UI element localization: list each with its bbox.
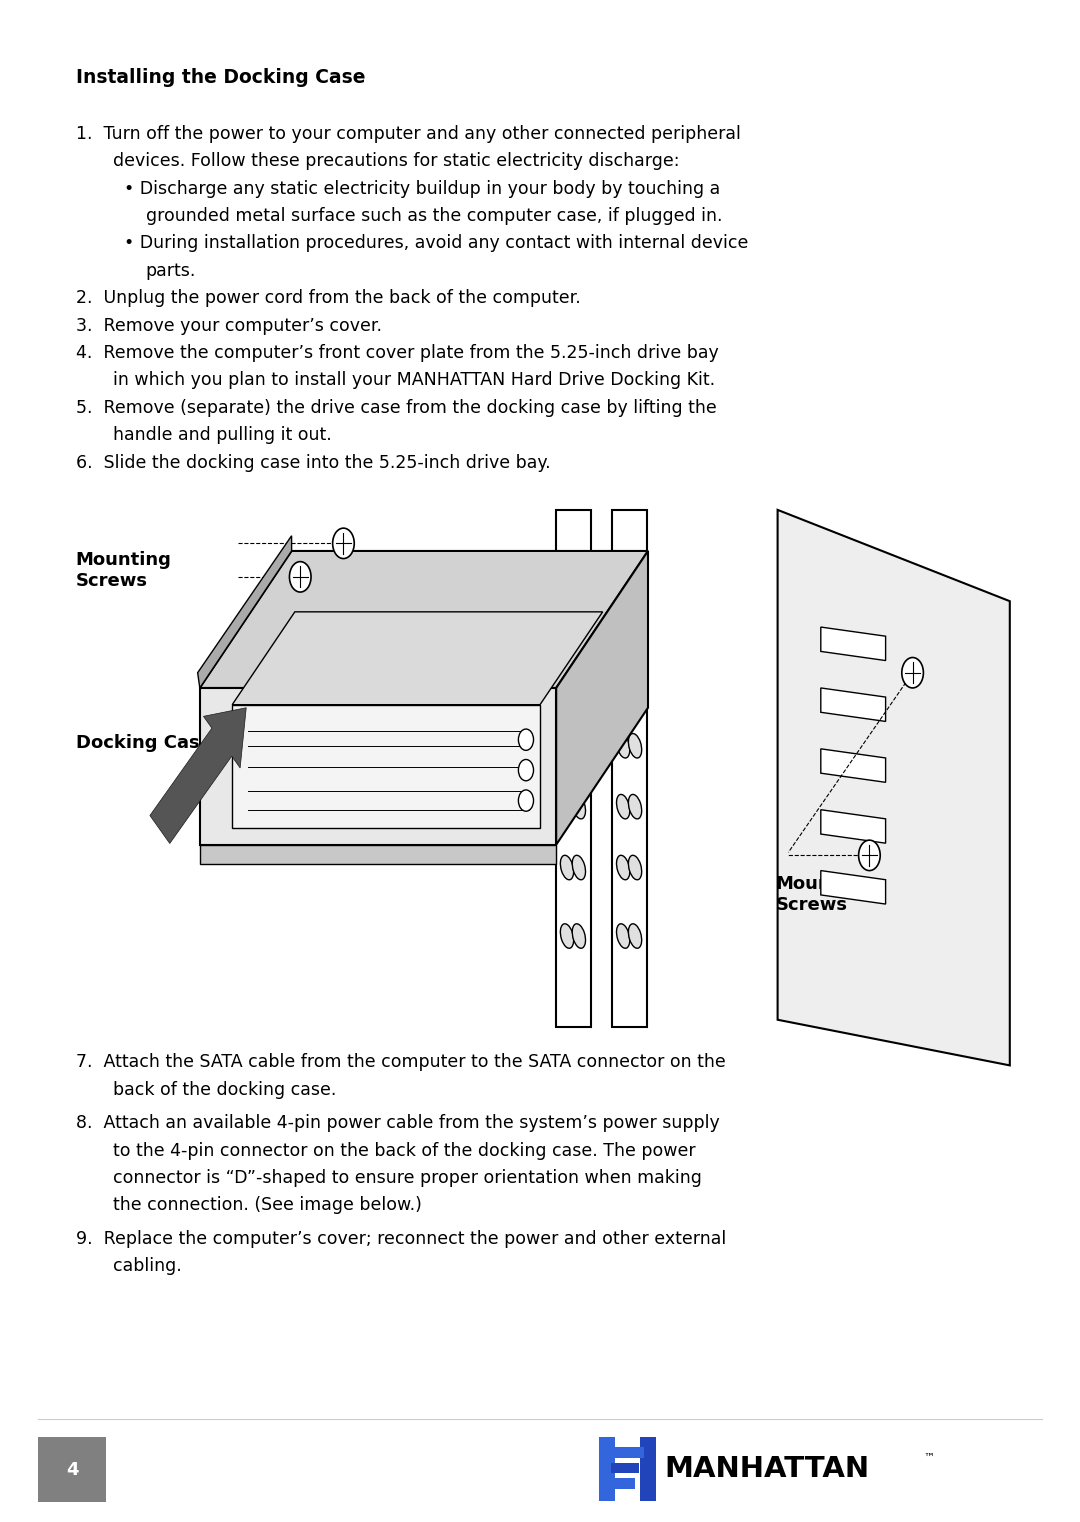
Ellipse shape [629,855,642,880]
Ellipse shape [572,794,585,819]
Text: • During installation procedures, avoid any contact with internal device: • During installation procedures, avoid … [124,234,748,253]
Text: Installing the Docking Case: Installing the Docking Case [76,68,365,87]
Polygon shape [200,688,556,845]
Text: parts.: parts. [146,262,197,280]
Ellipse shape [572,924,585,948]
Ellipse shape [617,794,630,819]
Polygon shape [556,551,648,845]
Text: connector is “D”-shaped to ensure proper orientation when making: connector is “D”-shaped to ensure proper… [113,1169,702,1187]
Text: handle and pulling it out.: handle and pulling it out. [113,426,333,444]
Polygon shape [232,612,603,705]
Text: 6.  Slide the docking case into the 5.25-inch drive bay.: 6. Slide the docking case into the 5.25-… [76,454,550,472]
Text: the connection. (See image below.): the connection. (See image below.) [113,1196,422,1215]
Text: 5.  Remove (separate) the drive case from the docking case by lifting the: 5. Remove (separate) the drive case from… [76,399,716,417]
Text: to the 4-pin connector on the back of the docking case. The power: to the 4-pin connector on the back of th… [113,1142,696,1160]
Polygon shape [200,845,556,864]
Polygon shape [232,705,540,828]
Circle shape [902,658,923,688]
Circle shape [289,562,311,592]
Text: ™: ™ [923,1454,934,1463]
Bar [640,1437,656,1501]
Bar [556,510,591,1027]
Polygon shape [200,551,648,688]
Ellipse shape [629,924,642,948]
Ellipse shape [561,673,573,697]
Circle shape [518,759,534,781]
Circle shape [518,729,534,750]
Text: 9.  Replace the computer’s cover; reconnect the power and other external: 9. Replace the computer’s cover; reconne… [76,1230,726,1248]
Circle shape [518,790,534,811]
Bar [599,1437,615,1501]
Ellipse shape [617,924,630,948]
Text: in which you plan to install your MANHATTAN Hard Drive Docking Kit.: in which you plan to install your MANHAT… [113,371,716,390]
FancyBboxPatch shape [38,1437,106,1502]
Text: devices. Follow these precautions for static electricity discharge:: devices. Follow these precautions for st… [113,152,680,170]
Ellipse shape [629,673,642,697]
Text: Mounting
Screws: Mounting Screws [76,551,172,589]
Polygon shape [778,510,1010,1065]
Bar [611,1447,644,1458]
Circle shape [333,528,354,559]
Ellipse shape [561,855,573,880]
Ellipse shape [572,855,585,880]
Text: 2.  Unplug the power cord from the back of the computer.: 2. Unplug the power cord from the back o… [76,289,580,307]
Ellipse shape [617,673,630,697]
Text: 4: 4 [66,1461,79,1479]
Text: back of the docking case.: back of the docking case. [113,1081,337,1099]
Ellipse shape [561,612,573,636]
Ellipse shape [617,612,630,636]
Text: 1.  Turn off the power to your computer and any other connected peripheral: 1. Turn off the power to your computer a… [76,125,741,143]
Polygon shape [198,536,292,688]
Ellipse shape [629,794,642,819]
Ellipse shape [561,924,573,948]
Text: MANHATTAN: MANHATTAN [664,1455,869,1482]
Ellipse shape [629,551,642,575]
Text: 3.  Remove your computer’s cover.: 3. Remove your computer’s cover. [76,317,381,335]
Text: • Discharge any static electricity buildup in your body by touching a: • Discharge any static electricity build… [124,180,720,198]
Text: cabling.: cabling. [113,1257,183,1275]
Polygon shape [821,871,886,904]
Text: Docking Case: Docking Case [76,734,212,752]
Text: Mounting
Screws: Mounting Screws [775,875,872,913]
Ellipse shape [572,612,585,636]
Text: 7.  Attach the SATA cable from the computer to the SATA connector on the: 7. Attach the SATA cable from the comput… [76,1053,726,1071]
Ellipse shape [561,734,573,758]
Circle shape [859,840,880,871]
Bar [612,510,647,1027]
Ellipse shape [561,794,573,819]
Polygon shape [821,810,886,843]
Polygon shape [821,688,886,721]
Ellipse shape [629,612,642,636]
Bar [611,1463,639,1473]
Ellipse shape [617,551,630,575]
Text: grounded metal surface such as the computer case, if plugged in.: grounded metal surface such as the compu… [146,207,723,225]
Text: 4.  Remove the computer’s front cover plate from the 5.25-inch drive bay: 4. Remove the computer’s front cover pla… [76,344,718,362]
Polygon shape [821,749,886,782]
Ellipse shape [617,734,630,758]
Ellipse shape [629,734,642,758]
Text: 8.  Attach an available 4-pin power cable from the system’s power supply: 8. Attach an available 4-pin power cable… [76,1114,719,1132]
Polygon shape [821,627,886,661]
Ellipse shape [572,673,585,697]
Ellipse shape [572,734,585,758]
Ellipse shape [617,855,630,880]
Bar [611,1478,635,1489]
FancyArrow shape [150,708,246,843]
Ellipse shape [572,551,585,575]
Ellipse shape [561,551,573,575]
